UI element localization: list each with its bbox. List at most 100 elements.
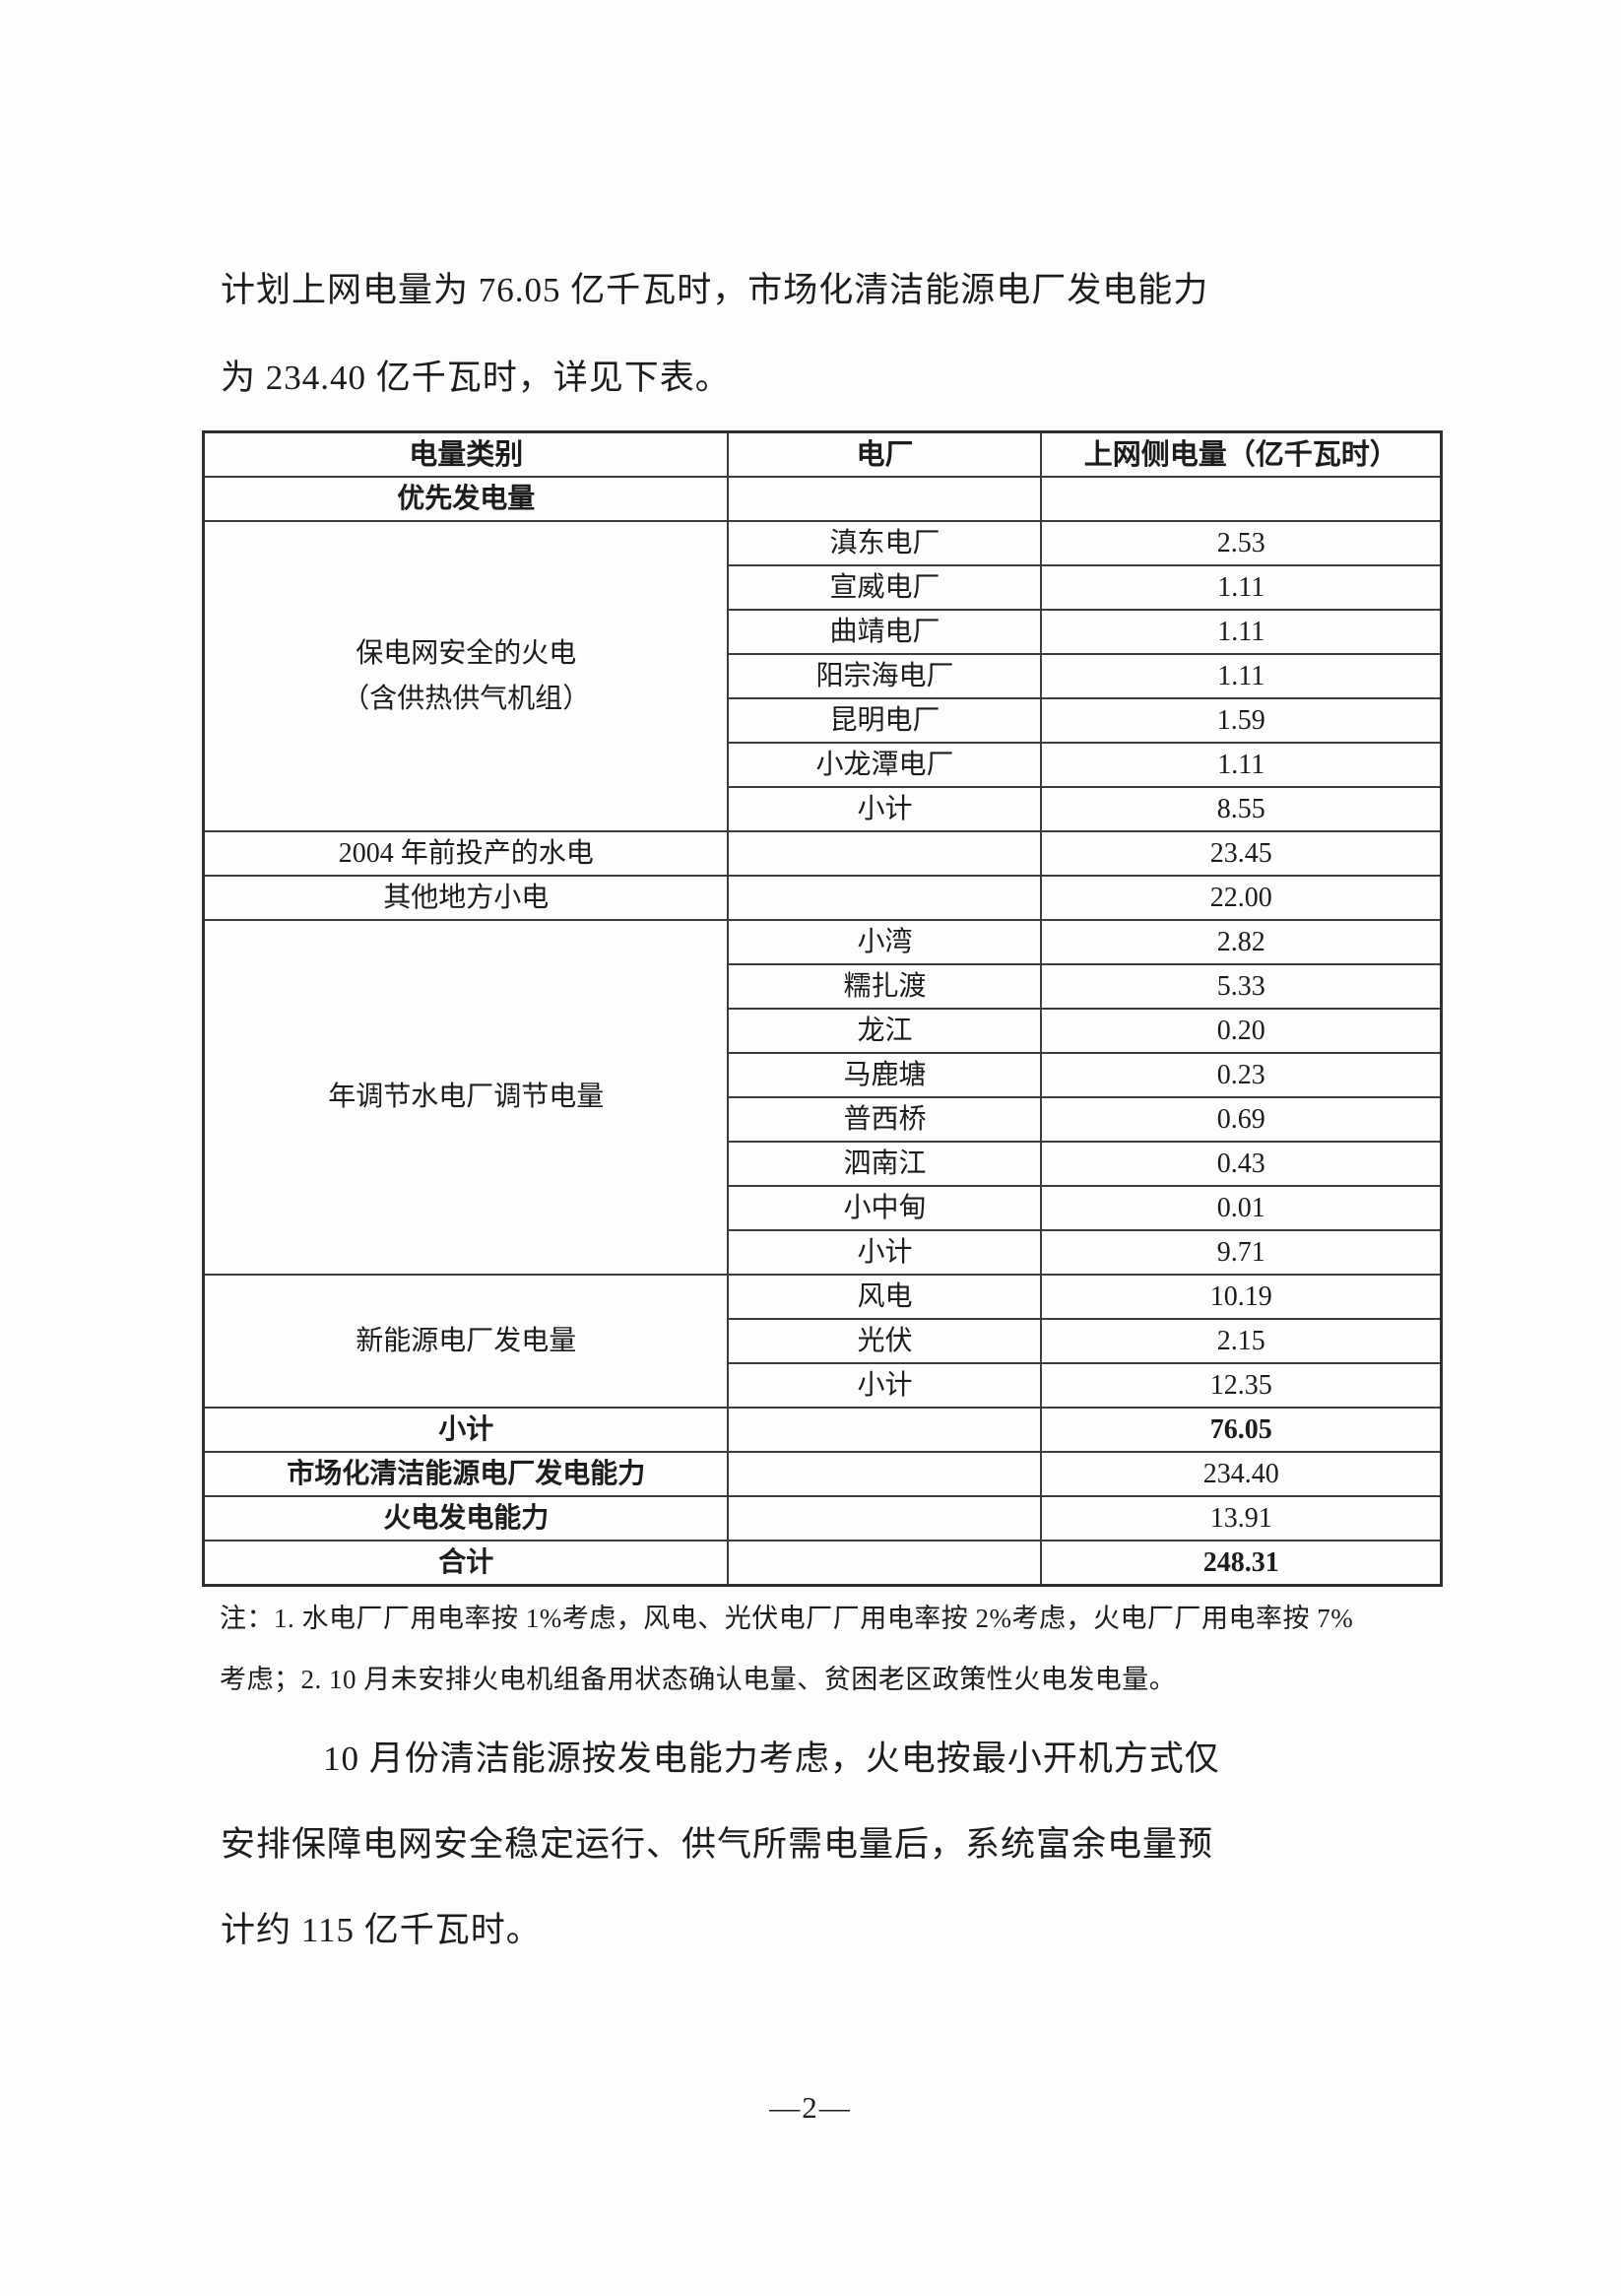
plant-name: 阳宗海电厂 (727, 653, 1043, 699)
closing-line-2: 安排保障电网安全稳定运行、供气所需电量后，系统富余电量预 (221, 1825, 1214, 1864)
subtotal-row: 小计 76.05 (202, 1407, 1443, 1453)
table-row: 马鹿塘 0.23 (204, 1052, 1443, 1098)
plant-value: 1.11 (1040, 609, 1443, 655)
table-row: 小龙潭电厂 1.11 (204, 742, 1443, 788)
table-row: 保电网安全的火电 （含供热供气机组） 滇东电厂 2.53 (202, 520, 1443, 832)
new-energy-category: 新能源电厂发电量 (202, 1274, 730, 1409)
table-row: 糯扎渡 5.33 (204, 963, 1443, 1010)
plant-value: 1.11 (1040, 653, 1443, 699)
hydro-pre2004-label: 2004 年前投产的水电 (202, 830, 730, 877)
cell-empty (727, 1540, 1043, 1587)
plant-value: 2.82 (1040, 919, 1443, 965)
plant-value: 1.11 (1040, 564, 1443, 611)
plant-value: 0.43 (1040, 1141, 1443, 1187)
annual-hydro-category: 年调节水电厂调节电量 (202, 919, 730, 1276)
plant-name: 曲靖电厂 (727, 609, 1043, 655)
table-notes: 注：1. 水电厂厂用电率按 1%考虑，风电、光伏电厂厂用电率按 2%考虑，火电厂… (220, 1588, 1451, 1710)
other-local-value: 22.00 (1040, 875, 1443, 921)
table-row: 阳宗海电厂 1.11 (204, 653, 1443, 699)
plant-name: 泗南江 (727, 1141, 1043, 1187)
plant-value: 0.20 (1040, 1008, 1443, 1054)
plant-value: 0.01 (1040, 1185, 1443, 1231)
priority-label: 优先发电量 (202, 476, 730, 522)
table-row: 普西桥 0.69 (204, 1096, 1443, 1143)
thermal-capacity-label: 火电发电能力 (202, 1495, 730, 1542)
plant-name: 小湾 (727, 919, 1043, 965)
subtotal-label: 小计 (727, 1362, 1043, 1409)
table-row: 新能源电厂发电量 风电 10.19 (202, 1274, 1443, 1409)
cell-empty (727, 875, 1043, 921)
table-row: 昆明电厂 1.59 (204, 697, 1443, 744)
plant-value: 1.11 (1040, 742, 1443, 788)
plant-value: 0.23 (1040, 1052, 1443, 1098)
subtotal-label: 小计 (727, 1229, 1043, 1276)
plant-name: 普西桥 (727, 1096, 1043, 1143)
subtotal-value: 12.35 (1040, 1362, 1443, 1409)
table-row: 龙江 0.20 (204, 1008, 1443, 1054)
plant-value: 0.69 (1040, 1096, 1443, 1143)
intro-line-2: 为 234.40 亿千瓦时，详见下表。 (221, 359, 731, 397)
header-plant: 电厂 (727, 430, 1043, 478)
table-row: 其他地方小电 22.00 (202, 875, 1443, 921)
thermal-safe-label-line1: 保电网安全的火电 (356, 637, 577, 669)
page-number: —2— (769, 2090, 852, 2125)
closing-paragraph: 10 月份清洁能源按发电能力考虑，火电按最小开机方式仅 安排保障电网安全稳定运行… (221, 1716, 1452, 1973)
market-clean-row: 市场化清洁能源电厂发电能力 234.40 (202, 1451, 1443, 1497)
table-row: 光伏 2.15 (204, 1318, 1443, 1364)
plant-value: 10.19 (1040, 1274, 1443, 1320)
total-row: 合计 248.31 (202, 1540, 1443, 1587)
plant-name: 龙江 (727, 1008, 1043, 1054)
grand-subtotal-value: 76.05 (1040, 1407, 1443, 1453)
table-row: 小中甸 0.01 (204, 1185, 1443, 1231)
plant-value: 2.15 (1040, 1318, 1443, 1364)
market-clean-value: 234.40 (1040, 1451, 1443, 1497)
cell-empty (727, 1451, 1043, 1497)
hydro-pre2004-value: 23.45 (1040, 830, 1443, 877)
table-row: 年调节水电厂调节电量 小湾 2.82 (202, 919, 1443, 1276)
cell-empty (727, 1407, 1043, 1453)
note-line-1: 注：1. 水电厂厂用电率按 1%考虑，风电、光伏电厂厂用电率按 2%考虑，火电厂… (220, 1604, 1354, 1633)
intro-line-1: 计划上网电量为 76.05 亿千瓦时，市场化清洁能源电厂发电能力 (221, 271, 1209, 309)
power-generation-table: 电量类别 电厂 上网侧电量（亿千瓦时） 优先发电量 保电网安全的火电 （含供热供… (202, 430, 1443, 1587)
thermal-capacity-row: 火电发电能力 13.91 (202, 1495, 1443, 1542)
subtotal-value: 8.55 (1040, 786, 1443, 832)
table-row: 曲靖电厂 1.11 (204, 609, 1443, 655)
total-label: 合计 (202, 1540, 730, 1587)
grand-subtotal-label: 小计 (202, 1407, 730, 1453)
thermal-safe-category: 保电网安全的火电 （含供热供气机组） (202, 520, 730, 832)
thermal-capacity-value: 13.91 (1040, 1495, 1443, 1542)
table-row: 2004 年前投产的水电 23.45 (202, 830, 1443, 877)
priority-row: 优先发电量 (202, 476, 1443, 522)
plant-value: 5.33 (1040, 963, 1443, 1010)
plant-name: 糯扎渡 (727, 963, 1043, 1010)
table-row: 小计 8.55 (204, 786, 1443, 832)
closing-line-3: 计约 115 亿千瓦时。 (221, 1911, 542, 1949)
cell-empty (727, 476, 1043, 522)
plant-name: 宣威电厂 (727, 564, 1043, 611)
table-row: 小计 12.35 (204, 1362, 1443, 1409)
plant-name: 滇东电厂 (727, 520, 1043, 566)
plant-value: 2.53 (1040, 520, 1443, 566)
plant-name: 昆明电厂 (727, 697, 1043, 744)
plant-name: 马鹿塘 (727, 1052, 1043, 1098)
other-local-label: 其他地方小电 (202, 875, 730, 921)
subtotal-label: 小计 (727, 786, 1043, 832)
plant-name: 小龙潭电厂 (727, 742, 1043, 788)
plant-value: 1.59 (1040, 697, 1443, 744)
table-row: 泗南江 0.43 (204, 1141, 1443, 1187)
plant-name: 光伏 (727, 1318, 1043, 1364)
market-clean-label: 市场化清洁能源电厂发电能力 (202, 1451, 730, 1497)
plant-name: 风电 (727, 1274, 1043, 1320)
cell-empty (727, 830, 1043, 877)
note-line-2: 考虑；2. 10 月未安排火电机组备用状态确认电量、贫困老区政策性火电发电量。 (220, 1665, 1177, 1694)
header-energy: 上网侧电量（亿千瓦时） (1040, 430, 1443, 478)
thermal-safe-label-line2: （含供热供气机组） (342, 683, 591, 714)
total-value: 248.31 (1040, 1540, 1443, 1587)
table-row: 宣威电厂 1.11 (204, 564, 1443, 611)
subtotal-value: 9.71 (1040, 1229, 1443, 1276)
cell-empty (1040, 476, 1443, 522)
table-header-row: 电量类别 电厂 上网侧电量（亿千瓦时） (202, 430, 1443, 478)
plant-name: 小中甸 (727, 1185, 1043, 1231)
header-category: 电量类别 (202, 430, 730, 478)
